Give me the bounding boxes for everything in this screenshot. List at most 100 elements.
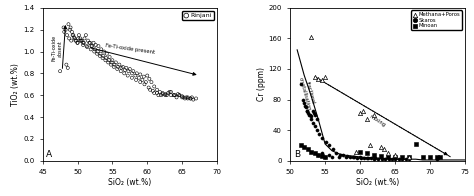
Legend: Methana+Poros, Skaros, Minoan: Methana+Poros, Skaros, Minoan [411, 10, 462, 30]
X-axis label: SiO₂ (wt.%): SiO₂ (wt.%) [108, 178, 152, 187]
Point [61, 30, 68, 34]
Point [437, 155, 444, 159]
Point [302, 106, 310, 109]
Point [307, 117, 315, 120]
Point [129, 70, 137, 73]
Point [181, 97, 189, 100]
Point [156, 90, 164, 93]
Point [184, 97, 191, 100]
Point [426, 155, 433, 159]
Point [307, 35, 315, 38]
Point [313, 117, 320, 120]
Point [310, 112, 318, 115]
Point [94, 50, 101, 53]
Point [120, 72, 128, 75]
Point [339, 154, 347, 157]
Point [77, 39, 85, 42]
Point [70, 34, 77, 37]
Point [402, 158, 410, 161]
Point [321, 155, 329, 159]
Point [187, 97, 194, 100]
Point [67, 26, 74, 29]
Point [377, 155, 384, 158]
Point [175, 94, 183, 97]
Point [405, 155, 412, 159]
Point [190, 98, 197, 101]
Point [306, 113, 313, 116]
Point [370, 113, 378, 116]
Point [419, 155, 427, 159]
Point [56, 70, 64, 73]
Point [137, 81, 144, 84]
Point [166, 90, 173, 93]
Point [303, 110, 311, 113]
Point [102, 56, 110, 60]
Text: B: B [294, 150, 300, 159]
Point [170, 94, 178, 97]
Point [307, 115, 315, 118]
Point [118, 66, 125, 69]
Point [147, 81, 155, 84]
Legend: Rinjani: Rinjani [182, 11, 214, 20]
Point [307, 150, 315, 153]
Point [167, 94, 175, 97]
Point [329, 148, 337, 151]
Point [318, 79, 325, 82]
Point [391, 155, 399, 159]
Point [153, 88, 161, 91]
Point [305, 113, 313, 116]
Point [145, 86, 153, 89]
Point [304, 112, 312, 115]
Point [124, 74, 131, 77]
Point [150, 92, 158, 95]
Point [70, 36, 78, 39]
Point [173, 96, 180, 99]
Point [321, 155, 329, 159]
Point [311, 152, 319, 155]
Point [299, 98, 307, 101]
Point [349, 155, 357, 159]
Point [106, 55, 113, 59]
Point [406, 158, 413, 161]
Point [128, 76, 136, 79]
Point [98, 48, 105, 51]
Point [353, 150, 360, 153]
Point [370, 158, 378, 161]
Point [105, 59, 113, 62]
Point [188, 96, 196, 99]
Point [83, 46, 91, 49]
Point [178, 96, 186, 99]
Point [187, 97, 194, 100]
Point [113, 67, 121, 71]
Point [301, 145, 308, 149]
Point [363, 117, 371, 120]
Point [100, 54, 107, 57]
Point [155, 94, 162, 97]
Point [353, 156, 361, 159]
Point [301, 102, 308, 105]
Point [87, 48, 95, 51]
Text: Fe-Ti-oxide present: Fe-Ti-oxide present [105, 43, 155, 55]
Point [86, 41, 94, 44]
Point [336, 153, 344, 156]
Text: mixing: mixing [368, 114, 386, 128]
Point [162, 94, 169, 97]
Point [297, 144, 304, 147]
Point [370, 153, 378, 156]
Point [64, 23, 72, 26]
Point [90, 41, 97, 44]
Y-axis label: TiO₂ (wt.%): TiO₂ (wt.%) [11, 63, 20, 106]
Point [128, 72, 136, 75]
Point [101, 59, 109, 62]
Point [297, 83, 304, 86]
Point [74, 37, 82, 40]
Point [142, 81, 150, 84]
Point [64, 66, 72, 69]
Point [174, 93, 182, 96]
Point [93, 52, 101, 55]
Point [71, 37, 79, 40]
Point [356, 155, 364, 159]
Point [182, 96, 190, 99]
Point [76, 37, 84, 40]
Point [63, 63, 70, 66]
